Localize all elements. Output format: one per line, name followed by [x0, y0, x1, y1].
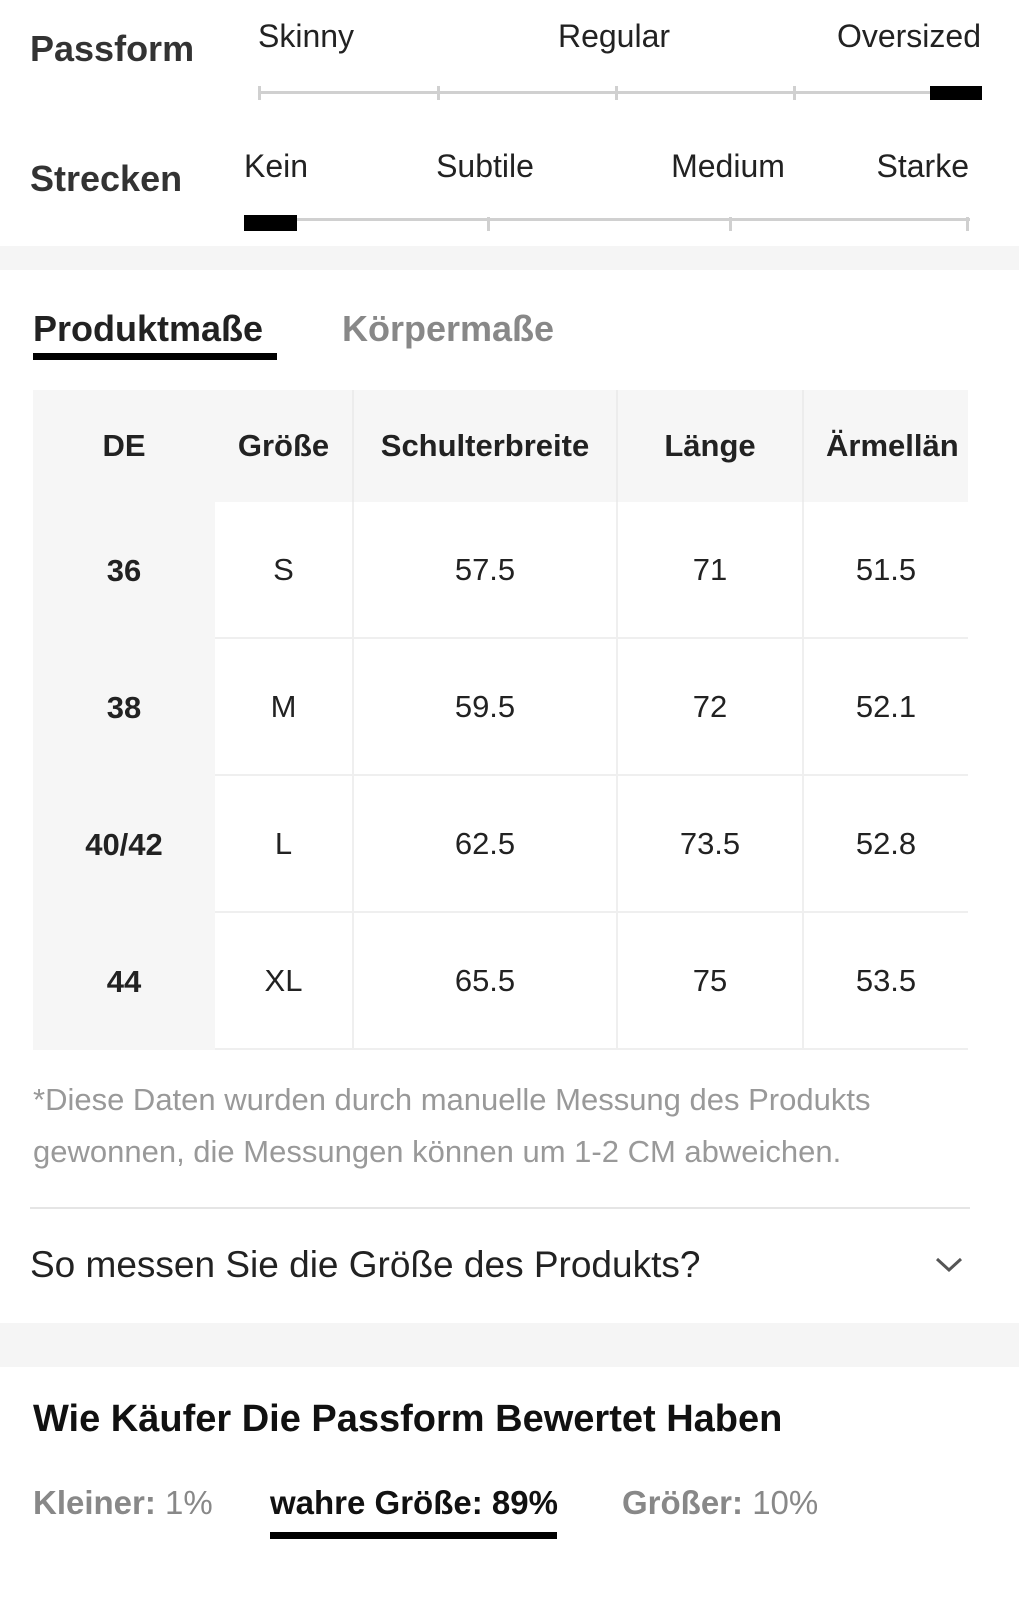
review-item[interactable]: wahre Größe: 89% [270, 1484, 558, 1522]
table-cell: S [215, 502, 354, 639]
header-cell: Größe [215, 390, 354, 502]
header-cell: Ärmellän [804, 390, 968, 502]
review-underline [270, 1532, 557, 1539]
review-value: 10% [752, 1484, 819, 1521]
table-cell: 36 [33, 502, 215, 639]
review-item[interactable]: Kleiner: 1% [33, 1484, 213, 1522]
table-cell: 57.5 [354, 502, 618, 639]
table-cell: 72 [618, 639, 804, 776]
divider [30, 1207, 970, 1209]
review-label: Kleiner: [33, 1484, 156, 1521]
table-cell: 73.5 [618, 776, 804, 913]
table-cell: 51.5 [804, 502, 968, 639]
note: *Diese Daten wurden durch manuelle Messu… [33, 1082, 871, 1169]
review-value: 1% [165, 1484, 213, 1521]
table-cell: 52.8 [804, 776, 968, 913]
table-cell: 44 [33, 913, 215, 1050]
review-label: wahre Größe: [270, 1484, 483, 1521]
tab-underline [33, 353, 277, 360]
header-cell: DE [33, 390, 215, 502]
fit-option: Regular [557, 18, 671, 54]
table-cell: 62.5 [354, 776, 618, 913]
tick [487, 217, 490, 231]
stretch-option: Kein [244, 148, 309, 184]
table-cell: 40/42 [33, 776, 215, 913]
header-cell: Länge [618, 390, 804, 502]
chevron-icon[interactable] [934, 1255, 964, 1275]
reviews-title: Wie Käufer Die Passform Bewertet Haben [33, 1398, 783, 1440]
review-item[interactable]: Größer: 10% [622, 1484, 818, 1522]
fit-label: Passform [30, 28, 195, 69]
tick [966, 217, 969, 231]
stretch-option: Medium [671, 148, 785, 184]
table-cell: 52.1 [804, 639, 968, 776]
stretch-option: Subtile [436, 148, 534, 184]
how-to-measure[interactable]: So messen Sie die Größe des Produkts? [30, 1244, 701, 1285]
table-cell: XL [215, 913, 354, 1050]
stretch-track [245, 218, 970, 221]
fit-indicator [930, 86, 982, 100]
tick [258, 86, 261, 100]
separator [0, 1323, 1019, 1367]
table-cell: 65.5 [354, 913, 618, 1050]
stretch-option: Starke [876, 148, 969, 184]
review-value: 89% [491, 1484, 558, 1521]
table-cell: 71 [618, 502, 804, 639]
header-cell: Schulterbreite [354, 390, 618, 502]
separator [0, 246, 1019, 270]
tick [437, 86, 440, 100]
table-cell: L [215, 776, 354, 913]
fit-option: Skinny [258, 18, 355, 54]
table-cell: 38 [33, 639, 215, 776]
table-cell: 53.5 [804, 913, 968, 1050]
tick [615, 86, 618, 100]
tick [793, 86, 796, 100]
stretch-indicator [244, 215, 297, 231]
table-cell: 75 [618, 913, 804, 1050]
tab[interactable]: Körpermaße [342, 308, 555, 349]
tab-active[interactable]: Produktmaße [33, 308, 264, 349]
fit-option: Oversized [836, 18, 981, 54]
stretch-label: Strecken [30, 158, 183, 199]
table-cell: 59.5 [354, 639, 618, 776]
review-label: Größer: [622, 1484, 744, 1521]
table-cell: M [215, 639, 354, 776]
tick [729, 217, 732, 231]
fit-track [260, 91, 980, 94]
